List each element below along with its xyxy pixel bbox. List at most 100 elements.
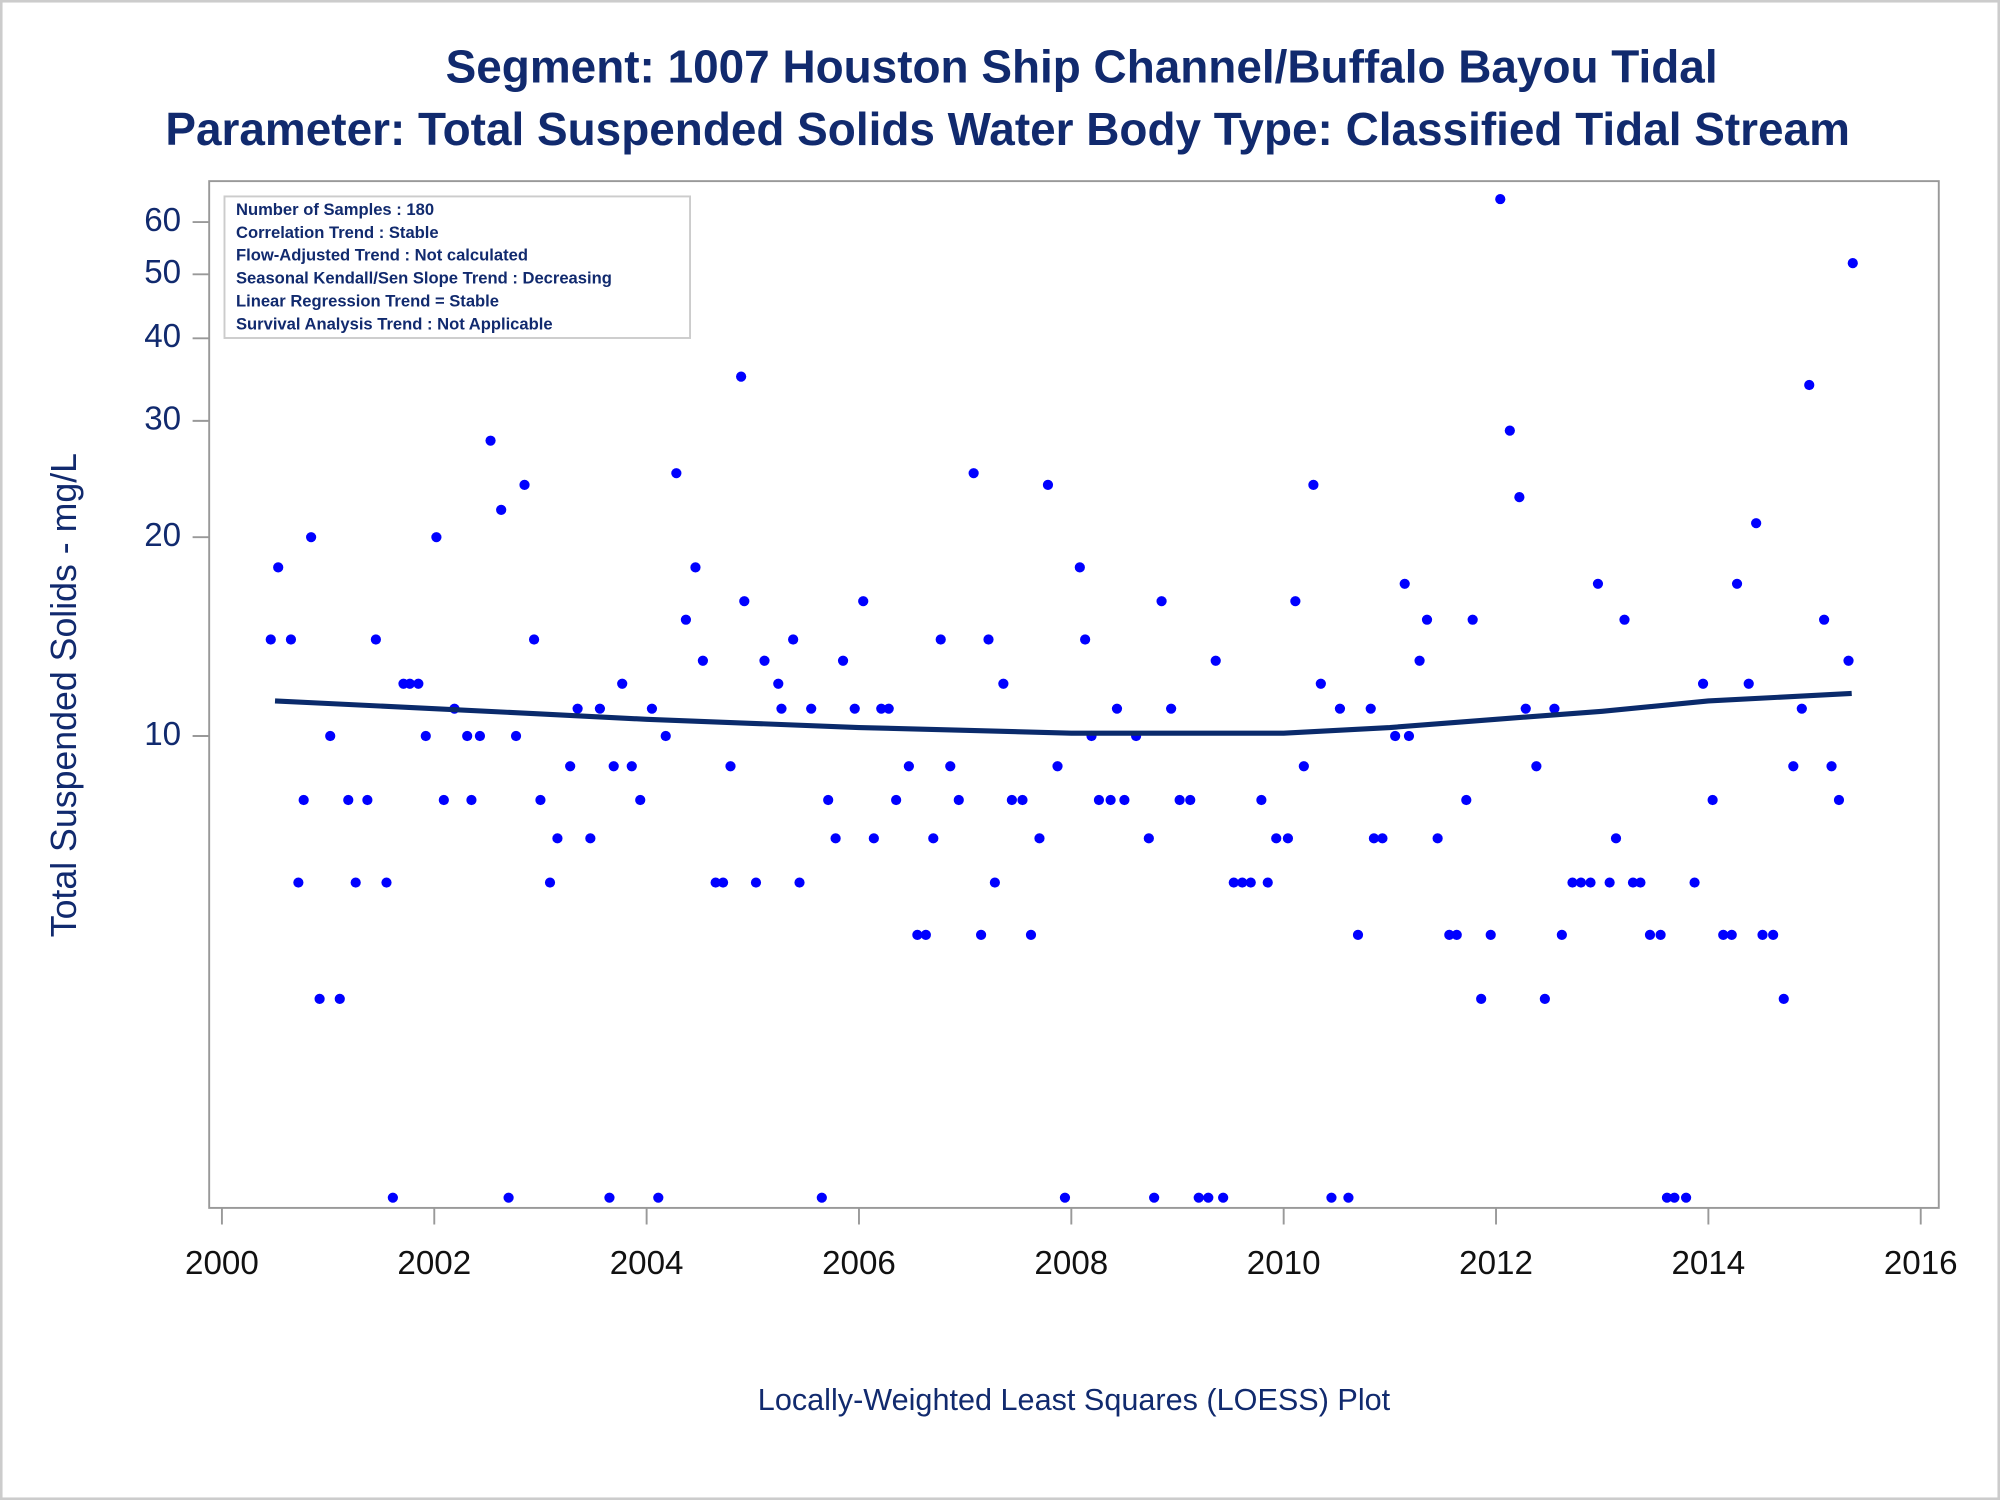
data-point — [1245, 877, 1256, 888]
data-point — [1315, 678, 1326, 689]
data-point — [1210, 655, 1221, 666]
y-tick-label: 10 — [144, 716, 181, 753]
data-point — [1604, 877, 1615, 888]
data-point — [1262, 877, 1273, 888]
data-point — [381, 877, 392, 888]
x-tick-label: 2014 — [1671, 1245, 1745, 1282]
data-point — [285, 634, 297, 645]
data-point — [1504, 425, 1515, 436]
data-point — [1256, 794, 1267, 806]
data-point — [883, 703, 894, 714]
data-point — [1726, 929, 1737, 940]
data-point — [671, 468, 682, 479]
data-point — [998, 678, 1009, 689]
x-tick-label: 2000 — [185, 1245, 259, 1282]
data-point — [1826, 761, 1837, 772]
data-point — [690, 562, 701, 573]
data-point — [1655, 929, 1666, 940]
data-point — [1421, 614, 1433, 625]
data-point — [387, 1192, 398, 1203]
data-point — [750, 877, 762, 888]
y-tick-label: 40 — [144, 318, 181, 355]
data-point — [466, 794, 477, 806]
data-point — [503, 1192, 514, 1203]
data-point — [1193, 1192, 1204, 1203]
data-point — [928, 833, 939, 844]
data-point — [1788, 761, 1799, 772]
data-point — [1025, 929, 1037, 940]
data-point — [1017, 794, 1028, 806]
data-point — [1619, 614, 1630, 625]
data-point — [1531, 761, 1542, 772]
data-point — [725, 761, 736, 772]
data-point — [945, 761, 956, 772]
data-point — [1697, 678, 1709, 689]
data-point — [794, 877, 805, 888]
data-point — [1432, 833, 1443, 844]
data-point — [646, 703, 658, 714]
data-point — [1282, 833, 1294, 844]
data-point — [1080, 634, 1091, 645]
data-point — [413, 678, 424, 689]
data-point — [1403, 730, 1415, 742]
data-point — [1271, 833, 1282, 844]
stats-line: Flow-Adjusted Trend : Not calculated — [236, 246, 528, 265]
data-point — [293, 877, 304, 888]
data-point — [343, 794, 354, 806]
data-point — [404, 678, 415, 689]
stats-line: Number of Samples : 180 — [236, 200, 434, 219]
caption: Locally-Weighted Least Squares (LOESS) P… — [758, 1383, 1391, 1417]
data-point — [1819, 614, 1830, 625]
data-point — [1585, 877, 1596, 888]
x-tick-label: 2002 — [397, 1245, 471, 1282]
data-point — [935, 634, 946, 645]
data-point — [273, 562, 284, 573]
data-point — [1237, 877, 1248, 888]
data-point — [1111, 703, 1123, 714]
data-point — [1052, 761, 1063, 772]
data-point — [920, 929, 931, 940]
data-point — [1368, 833, 1380, 844]
data-point — [1166, 703, 1177, 714]
data-point — [1751, 518, 1762, 529]
data-point — [1390, 730, 1401, 742]
data-point — [1365, 703, 1376, 714]
data-point — [1290, 596, 1301, 607]
data-point — [1592, 578, 1604, 589]
x-tick-label: 2008 — [1034, 1245, 1108, 1282]
data-point — [298, 794, 309, 806]
data-point — [1847, 257, 1858, 269]
data-point — [1352, 929, 1364, 940]
data-point — [759, 655, 770, 666]
data-point — [1743, 678, 1754, 689]
data-point — [1451, 929, 1462, 940]
data-point — [431, 532, 442, 543]
data-point — [1467, 614, 1478, 625]
data-point — [736, 371, 747, 382]
data-point — [1731, 578, 1743, 589]
data-point — [953, 794, 964, 806]
data-point — [552, 833, 563, 844]
data-point — [1042, 479, 1054, 490]
data-point — [626, 761, 637, 772]
data-point — [617, 678, 628, 689]
data-point — [1768, 929, 1779, 940]
data-point — [1644, 929, 1656, 940]
data-point — [1514, 491, 1525, 503]
plot-frame — [208, 180, 1940, 1209]
data-point — [776, 703, 787, 714]
data-point — [1119, 794, 1130, 806]
data-point — [496, 504, 507, 515]
data-point — [1707, 794, 1718, 806]
data-point — [510, 730, 522, 742]
data-point — [912, 929, 923, 940]
data-point — [788, 634, 799, 645]
data-point — [903, 761, 914, 772]
data-point — [1156, 596, 1167, 607]
x-tick-label: 2016 — [1884, 1245, 1958, 1282]
data-point — [370, 634, 381, 645]
data-point — [1377, 833, 1388, 844]
data-point — [876, 703, 887, 714]
data-point — [806, 703, 817, 714]
stats-line: Correlation Trend : Stable — [236, 223, 439, 242]
